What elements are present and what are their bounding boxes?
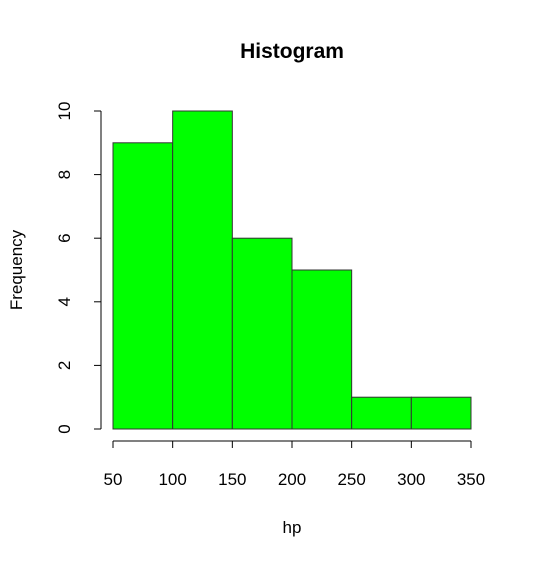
y-axis-label: Frequency — [7, 229, 26, 310]
histogram-bar-4 — [351, 396, 412, 430]
histogram-bar-1 — [172, 110, 233, 430]
x-tick-label: 100 — [158, 470, 186, 489]
y-axis: 0 2 4 6 8 10 — [55, 102, 102, 434]
histogram-bar-0 — [112, 142, 174, 430]
x-tick-label: 300 — [397, 470, 425, 489]
x-tick-label: 350 — [457, 470, 485, 489]
x-tick-label: 250 — [337, 470, 365, 489]
histogram-bar-2 — [231, 237, 293, 430]
y-tick-label: 6 — [55, 233, 74, 242]
chart-title: Histogram — [240, 40, 344, 63]
histogram-bar-5 — [410, 396, 472, 430]
x-tick-label: 150 — [218, 470, 246, 489]
y-tick-label: 0 — [55, 424, 74, 433]
x-tick-label: 50 — [104, 470, 123, 489]
histogram-bar-3 — [291, 269, 353, 430]
x-tick-label: 200 — [278, 470, 306, 489]
x-axis: 50 100 150 200 250 300 350 — [104, 440, 485, 489]
bars-group — [112, 110, 472, 430]
y-tick-label: 4 — [55, 297, 74, 306]
y-tick-label: 2 — [55, 361, 74, 370]
y-tick-label: 8 — [55, 170, 74, 179]
y-tick-label: 10 — [55, 102, 74, 121]
x-axis-label: hp — [283, 518, 302, 537]
